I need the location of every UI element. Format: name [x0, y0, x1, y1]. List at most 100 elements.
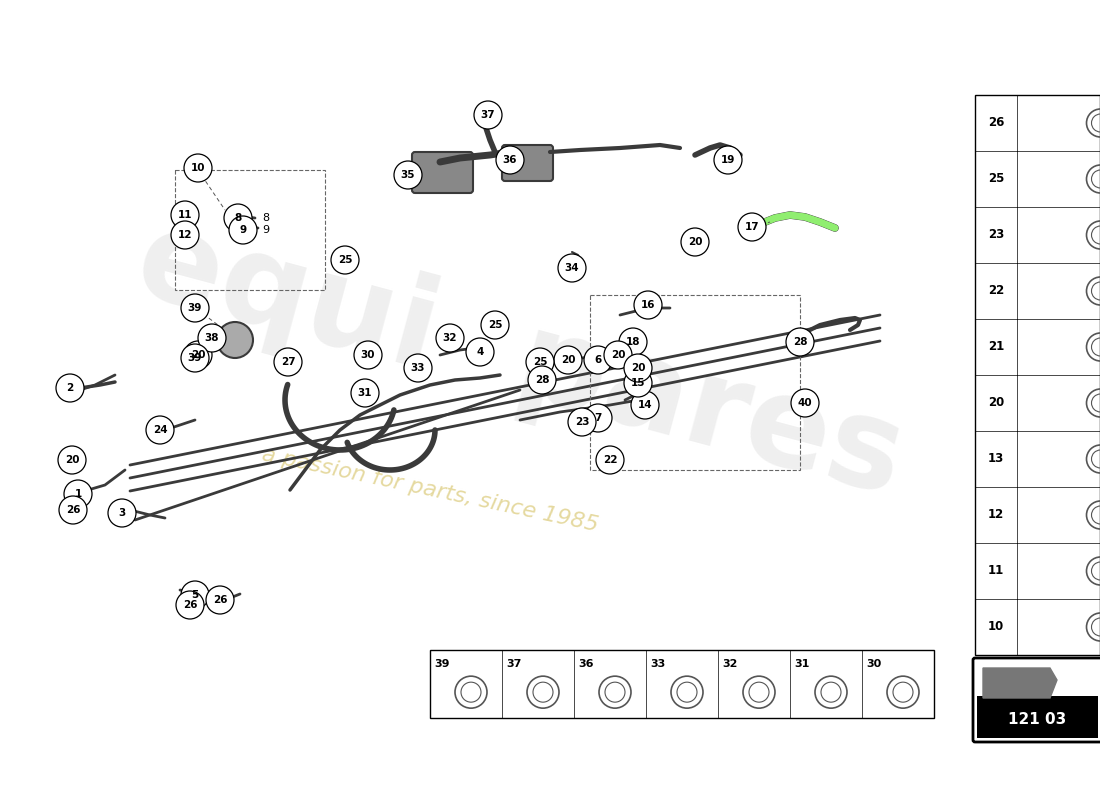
- Circle shape: [481, 311, 509, 339]
- Text: 9: 9: [262, 225, 270, 235]
- Circle shape: [584, 404, 612, 432]
- Text: 31: 31: [358, 388, 372, 398]
- Circle shape: [224, 204, 252, 232]
- Text: 33: 33: [410, 363, 426, 373]
- Circle shape: [182, 344, 209, 372]
- Circle shape: [198, 324, 226, 352]
- Text: 39: 39: [434, 659, 450, 669]
- Text: 10: 10: [988, 621, 1004, 634]
- Bar: [975, 95, 1100, 655]
- Circle shape: [558, 254, 586, 282]
- Text: 33: 33: [650, 659, 666, 669]
- Text: 9: 9: [240, 225, 246, 235]
- Text: 38: 38: [205, 333, 219, 343]
- Text: 14: 14: [638, 400, 652, 410]
- Circle shape: [351, 379, 380, 407]
- Text: 11: 11: [988, 565, 1004, 578]
- FancyBboxPatch shape: [412, 152, 473, 193]
- Text: 37: 37: [481, 110, 495, 120]
- Text: 39: 39: [188, 303, 202, 313]
- Bar: [175, 170, 324, 290]
- Circle shape: [634, 291, 662, 319]
- Circle shape: [791, 389, 820, 417]
- Circle shape: [108, 499, 136, 527]
- Text: 5: 5: [191, 590, 199, 600]
- Text: a passion for parts, since 1985: a passion for parts, since 1985: [260, 445, 601, 535]
- Bar: [430, 650, 934, 718]
- Circle shape: [526, 348, 554, 376]
- Circle shape: [604, 341, 632, 369]
- Circle shape: [528, 366, 556, 394]
- Text: 4: 4: [476, 347, 484, 357]
- Circle shape: [474, 101, 502, 129]
- Circle shape: [786, 328, 814, 356]
- Circle shape: [182, 581, 209, 609]
- Text: 39: 39: [188, 353, 202, 363]
- Text: 32: 32: [442, 333, 458, 343]
- Circle shape: [331, 246, 359, 274]
- Text: 17: 17: [745, 222, 759, 232]
- Circle shape: [170, 221, 199, 249]
- Text: 25: 25: [487, 320, 503, 330]
- Circle shape: [217, 322, 253, 358]
- Circle shape: [56, 374, 84, 402]
- Circle shape: [229, 216, 257, 244]
- Circle shape: [554, 346, 582, 374]
- Circle shape: [146, 416, 174, 444]
- Text: 25: 25: [988, 173, 1004, 186]
- Text: 6: 6: [594, 355, 602, 365]
- Text: 1: 1: [75, 489, 81, 499]
- Text: 20: 20: [630, 363, 646, 373]
- Text: 20: 20: [988, 397, 1004, 410]
- Polygon shape: [983, 668, 1057, 698]
- Circle shape: [404, 354, 432, 382]
- Circle shape: [176, 591, 204, 619]
- Text: 26: 26: [988, 117, 1004, 130]
- Text: 32: 32: [723, 659, 738, 669]
- Text: 30: 30: [867, 659, 881, 669]
- Circle shape: [274, 348, 302, 376]
- Text: 30: 30: [361, 350, 375, 360]
- Text: 24: 24: [153, 425, 167, 435]
- Circle shape: [496, 146, 524, 174]
- Circle shape: [170, 201, 199, 229]
- Circle shape: [466, 338, 494, 366]
- Text: 23: 23: [988, 229, 1004, 242]
- Text: 8: 8: [262, 213, 270, 223]
- Text: 36: 36: [579, 659, 594, 669]
- Text: equi  pares: equi pares: [124, 200, 916, 520]
- Text: 20: 20: [65, 455, 79, 465]
- Text: 26: 26: [183, 600, 197, 610]
- Text: 35: 35: [400, 170, 416, 180]
- Text: 16: 16: [640, 300, 656, 310]
- Text: 13: 13: [988, 453, 1004, 466]
- Text: 26: 26: [66, 505, 80, 515]
- Circle shape: [738, 213, 766, 241]
- FancyBboxPatch shape: [974, 658, 1100, 742]
- Text: 20: 20: [190, 350, 206, 360]
- Circle shape: [394, 161, 422, 189]
- Circle shape: [681, 228, 710, 256]
- Text: 27: 27: [280, 357, 295, 367]
- Text: 10: 10: [190, 163, 206, 173]
- Text: 37: 37: [506, 659, 521, 669]
- Circle shape: [714, 146, 742, 174]
- Text: 7: 7: [594, 413, 602, 423]
- Text: 11: 11: [178, 210, 192, 220]
- Text: 36: 36: [503, 155, 517, 165]
- Text: 18: 18: [626, 337, 640, 347]
- Circle shape: [619, 328, 647, 356]
- Text: 40: 40: [798, 398, 812, 408]
- Text: 121 03: 121 03: [1009, 713, 1067, 727]
- Circle shape: [568, 408, 596, 436]
- Text: 22: 22: [603, 455, 617, 465]
- Circle shape: [184, 154, 212, 182]
- Circle shape: [184, 341, 212, 369]
- Text: 25: 25: [532, 357, 548, 367]
- Text: 3: 3: [119, 508, 125, 518]
- Circle shape: [624, 354, 652, 382]
- Bar: [977, 696, 1098, 738]
- Circle shape: [206, 586, 234, 614]
- Text: 20: 20: [561, 355, 575, 365]
- Circle shape: [182, 294, 209, 322]
